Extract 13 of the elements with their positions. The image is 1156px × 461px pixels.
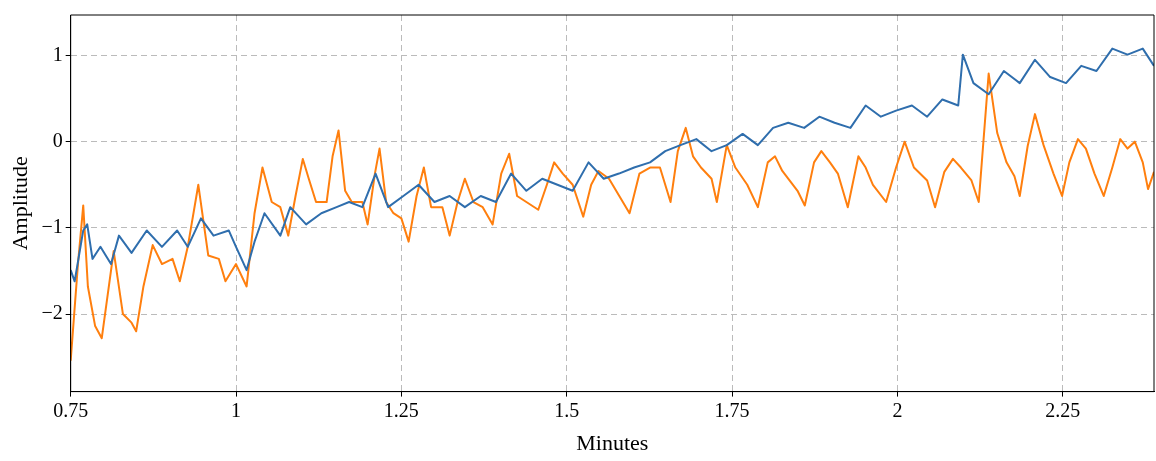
- y-tick-label: −2: [41, 301, 63, 324]
- y-tick-label: −1: [41, 215, 63, 238]
- y-tick-label: 1: [52, 42, 63, 65]
- x-tick-label: 2: [892, 398, 903, 421]
- y-axis-title: Amplitude: [6, 156, 32, 251]
- y-tick-label: 0: [52, 128, 63, 151]
- x-tick-label: 1: [231, 398, 242, 421]
- x-tick-label: 1.75: [714, 398, 750, 421]
- x-tick-label: 1.25: [383, 398, 419, 421]
- x-tick-label: 0.75: [53, 398, 89, 421]
- x-tick-label: 1.5: [554, 398, 580, 421]
- x-tick-label: 2.25: [1045, 398, 1081, 421]
- x-axis-title: Minutes: [576, 429, 649, 455]
